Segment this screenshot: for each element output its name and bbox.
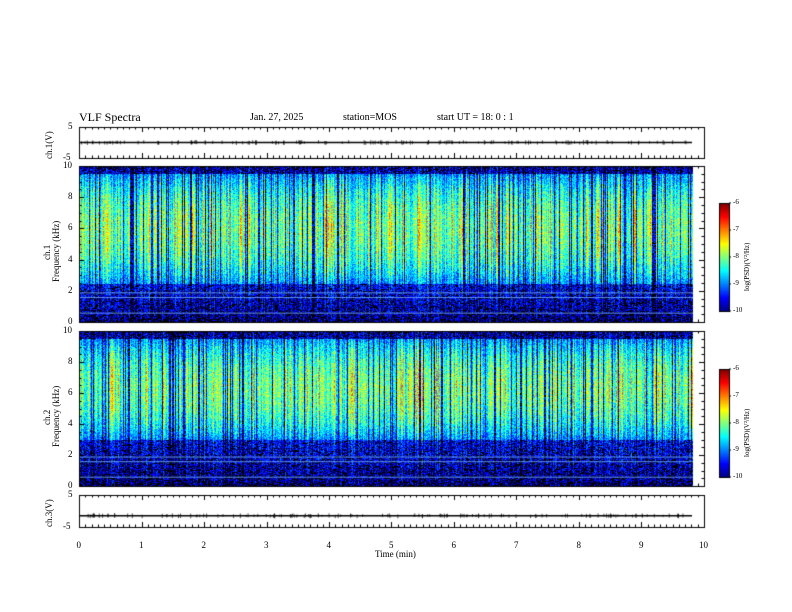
colorbar-tick-label: -7 [733,225,739,233]
ytick-label: 6 [68,222,73,233]
ytick-label: 10 [63,325,72,335]
ytick-label: 2 [68,284,73,295]
colorbar-tick-label: -6 [733,364,739,372]
ytick-label: 10 [63,160,72,170]
ylabel-frequency: Frequency (kHz) [51,220,61,282]
colorbar-tick-label: -8 [733,418,739,426]
ytick-label: 8 [68,191,73,202]
xtick-label: 4 [326,540,332,550]
ytick-label: -5 [63,521,71,531]
ytick-label: 4 [68,418,73,428]
start-time-label: start UT = 18: 0 : 1 [437,112,514,123]
ytick-label: 4 [68,253,73,264]
xtick-label: 8 [576,540,582,550]
xtick-label: 1 [139,540,144,550]
xtick-label: 5 [389,540,394,550]
ytick-label: -5 [63,152,71,162]
ylabel-voltage: ch.3(V) [44,499,54,527]
ytick-label: 0 [68,316,73,326]
colorbar-label: log(PSD)(V²/Hz) [743,242,751,291]
colorbar-label: log(PSD)(V²/Hz) [743,408,751,457]
figure-title: VLF Spectra [79,110,141,124]
ytick-label: 0 [68,480,73,490]
xaxis-label: Time (min) [375,549,416,559]
colorbar-tick-label: -9 [733,445,739,453]
xtick-label: 9 [639,540,644,550]
ylabel-voltage: ch.1(V) [44,130,54,159]
xtick-label: 7 [514,540,519,550]
colorbar-tick-label: -6 [733,198,739,206]
xtick-label: 6 [451,540,457,550]
date-label: Jan. 27, 2025 [250,112,304,123]
colorbar-tick-label: -10 [733,472,743,480]
ytick-label: 5 [68,121,73,131]
xtick-label: 10 [699,540,708,550]
ylabel-frequency: Frequency (kHz) [51,385,61,447]
colorbar-tick-label: -7 [733,391,739,399]
colorbar-tick-label: -10 [733,306,743,314]
ytick-label: 5 [68,489,73,499]
colorbar-tick-label: -9 [733,279,739,287]
ytick-label: 2 [68,449,73,459]
colorbar-tick-label: -8 [733,252,739,260]
xtick-label: 0 [76,540,82,550]
xtick-label: 3 [264,540,269,550]
station-label: station=MOS [343,112,397,123]
xtick-label: 2 [201,540,207,550]
ytick-label: 6 [68,387,73,397]
ytick-label: 8 [68,356,73,366]
